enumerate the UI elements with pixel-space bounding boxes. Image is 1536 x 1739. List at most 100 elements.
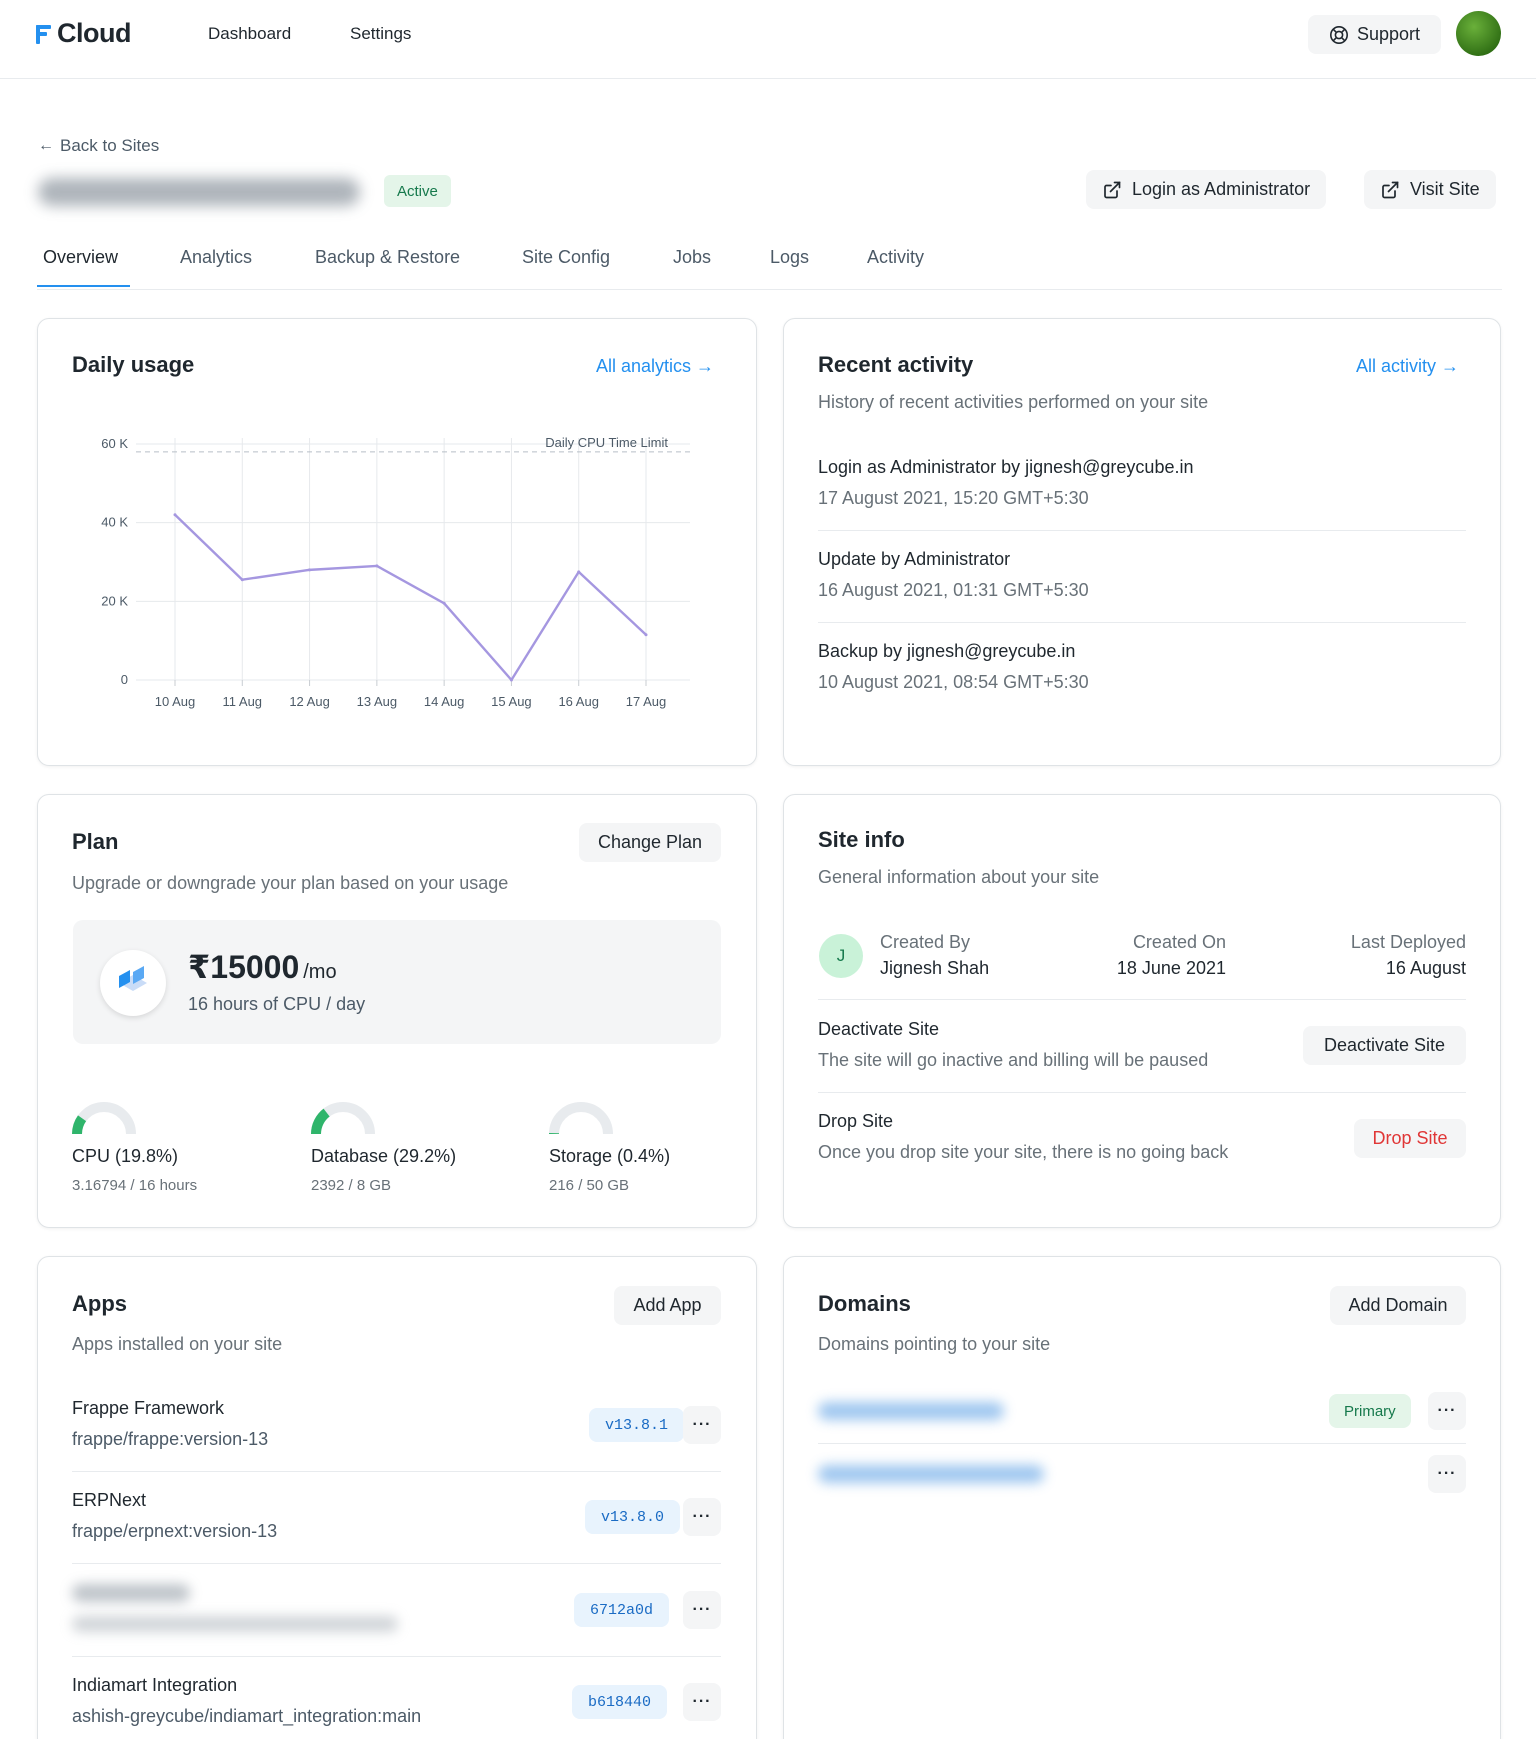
support-button[interactable]: Support	[1308, 15, 1441, 54]
domain-name-redacted[interactable]	[818, 1402, 1004, 1420]
plan-price: ₹15000/mo	[188, 948, 337, 986]
recent-activity-title: Recent activity	[818, 352, 974, 377]
created-by-value: Jignesh Shah	[880, 958, 990, 978]
app-repo: frappe/frappe:version-13	[72, 1429, 269, 1449]
app-name-redacted	[72, 1584, 190, 1602]
plan-cpu-detail: 16 hours of CPU / day	[188, 994, 366, 1014]
brand-name: Cloud	[57, 18, 131, 48]
data-point	[644, 633, 648, 637]
daily-usage-title: Daily usage	[72, 352, 195, 377]
cpu-usage-label: CPU (19.8%)	[72, 1146, 179, 1166]
arrow-left-icon: ←	[38, 137, 54, 154]
plan-subtitle: Upgrade or downgrade your plan based on …	[72, 873, 509, 893]
more-horizontal-icon[interactable]: ···	[1428, 1455, 1466, 1493]
cpu-usage-gauge	[72, 1102, 136, 1135]
data-point	[240, 578, 244, 582]
y-tick-label: 40 K	[101, 515, 128, 530]
status-badge: Active	[384, 175, 451, 207]
user-avatar[interactable]	[1456, 11, 1501, 56]
add-domain-button[interactable]: Add Domain	[1330, 1286, 1466, 1325]
nav-link-settings[interactable]: Settings	[350, 24, 412, 43]
created-on-value: 18 June 2021	[1116, 958, 1226, 978]
app-repo: ashish-greycube/indiamart_integration:ma…	[72, 1706, 422, 1726]
divider	[818, 622, 1466, 623]
daily-usage-card	[37, 318, 757, 766]
cpu-usage-value: 3.16794 / 16 hours	[72, 1177, 198, 1194]
x-tick-label: 11 Aug	[223, 694, 263, 709]
more-horizontal-icon[interactable]: ···	[683, 1498, 721, 1536]
plan-summary: ₹15000/mo 16 hours of CPU / day	[73, 920, 721, 1044]
tab-logs[interactable]: Logs	[770, 247, 810, 267]
apps-card	[37, 1256, 757, 1739]
divider	[72, 1656, 721, 1657]
plan-cube-icon	[100, 950, 166, 1016]
app-version-badge: 6712a0d	[574, 1593, 670, 1627]
tab-overview[interactable]: Overview	[43, 247, 119, 267]
created-by-label: Created By	[880, 932, 971, 952]
primary-domain-badge: Primary	[1329, 1394, 1411, 1428]
creator-avatar: J	[819, 934, 863, 978]
brand-logo[interactable]: Cloud	[36, 18, 131, 49]
tab-activity[interactable]: Activity	[867, 247, 925, 267]
gauge-track	[549, 1102, 613, 1135]
login-as-administrator-button[interactable]: Login as Administrator	[1086, 170, 1327, 209]
domains-title: Domains	[818, 1291, 911, 1316]
database-usage-label: Database (29.2%)	[311, 1146, 457, 1166]
divider	[818, 1092, 1466, 1093]
all-activity-link[interactable]: All activity →	[1356, 356, 1460, 376]
x-tick-label: 10 Aug	[155, 694, 196, 709]
storage-usage-label: Storage (0.4%)	[549, 1146, 671, 1166]
add-app-button[interactable]: Add App	[614, 1286, 721, 1325]
change-plan-button[interactable]: Change Plan	[579, 823, 721, 862]
deactivate-site-description: The site will go inactive and billing wi…	[818, 1050, 1209, 1070]
more-horizontal-icon[interactable]: ···	[683, 1406, 721, 1444]
app-repo: frappe/erpnext:version-13	[72, 1521, 278, 1541]
tab-backup-restore[interactable]: Backup & Restore	[315, 247, 461, 267]
tab-jobs[interactable]: Jobs	[673, 247, 712, 267]
divider	[72, 1563, 721, 1564]
x-tick-label: 14 Aug	[424, 694, 465, 709]
more-horizontal-icon[interactable]: ···	[1428, 1392, 1466, 1430]
app-name: ERPNext	[72, 1490, 147, 1510]
daily-usage-chart: 0 20 K 40 K 60 K 10 Aug 11 Aug 12 Aug 13 Aug 14 …	[101, 435, 690, 709]
data-point	[509, 678, 513, 682]
nav-link-dashboard[interactable]: Dashboard	[208, 24, 292, 43]
domains-subtitle: Domains pointing to your site	[818, 1334, 1051, 1354]
tab-site-config[interactable]: Site Config	[522, 247, 611, 267]
top-navbar: Cloud Dashboard Settings Support	[0, 0, 1536, 79]
domain-name-redacted[interactable]	[818, 1465, 1044, 1483]
gauge-fill	[72, 1115, 87, 1135]
site-info-subtitle: General information about your site	[818, 867, 1100, 887]
login-as-administrator-label: Login as Administrator	[1132, 179, 1311, 199]
plan-price-amount: ₹15000	[188, 949, 300, 985]
activity-item-title: Login as Administrator by jignesh@greycu…	[818, 457, 1194, 477]
back-to-sites-link[interactable]: ← Back to Sites	[38, 136, 159, 156]
cpu-limit-label: Daily CPU Time Limit	[545, 435, 668, 450]
domains-card	[783, 1256, 1501, 1739]
lifebuoy-icon	[1329, 25, 1348, 44]
visit-site-button[interactable]: Visit Site	[1364, 170, 1496, 209]
plan-price-period: /mo	[303, 961, 337, 983]
apps-title: Apps	[72, 1291, 127, 1316]
divider	[72, 1471, 721, 1472]
activity-item-title: Update by Administrator	[818, 549, 1011, 569]
gauge-fill	[311, 1108, 330, 1135]
data-point	[375, 564, 379, 568]
app-version-badge: b618440	[572, 1685, 668, 1719]
all-analytics-link[interactable]: All analytics →	[596, 356, 715, 376]
activity-item-time: 16 August 2021, 01:31 GMT+5:30	[818, 580, 1089, 600]
drop-site-button[interactable]: Drop Site	[1354, 1119, 1466, 1158]
more-horizontal-icon[interactable]: ···	[683, 1591, 721, 1629]
tab-analytics[interactable]: Analytics	[180, 247, 253, 267]
app-version-badge: v13.8.1	[589, 1408, 685, 1442]
database-usage-value: 2392 / 8 GB	[311, 1177, 392, 1194]
apps-subtitle: Apps installed on your site	[72, 1334, 283, 1354]
site-info-title: Site info	[818, 827, 905, 852]
back-label: Back to Sites	[60, 136, 160, 155]
more-horizontal-icon[interactable]: ···	[683, 1683, 721, 1721]
y-tick-label: 20 K	[101, 593, 128, 608]
x-tick-label: 17 Aug	[626, 694, 667, 709]
deactivate-site-button[interactable]: Deactivate Site	[1303, 1026, 1466, 1065]
divider	[818, 530, 1466, 531]
drop-site-title: Drop Site	[818, 1111, 894, 1131]
